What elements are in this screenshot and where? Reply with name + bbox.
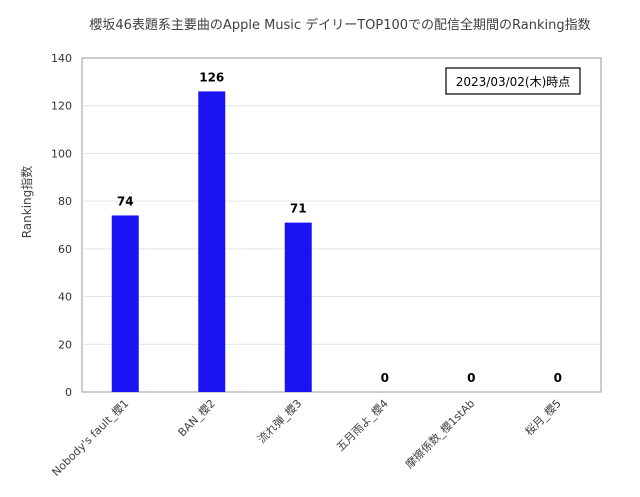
x-tick-label: 摩擦係数_櫻1stAb (402, 396, 477, 471)
x-tick-label: 五月雨よ_櫻4 (333, 396, 391, 454)
y-tick-label: 80 (58, 195, 72, 208)
x-tick-label: 流れ弾_櫻3 (255, 396, 305, 446)
x-tick-label: BAN_櫻2 (175, 396, 218, 439)
data-label: 126 (199, 70, 224, 84)
y-tick-label: 40 (58, 291, 72, 304)
annotation-text: 2023/03/02(木)時点 (456, 75, 571, 89)
x-tick-label: 桜月_櫻5 (522, 396, 564, 438)
x-tick-label: Nobody's fault_櫻1 (49, 396, 132, 479)
y-tick-label: 20 (58, 338, 72, 351)
data-label: 71 (290, 202, 307, 216)
data-label: 74 (117, 194, 134, 208)
y-tick-label: 100 (51, 147, 72, 160)
chart-title: 櫻坂46表題系主要曲のApple Music デイリーTOP100での配信全期間… (89, 17, 590, 33)
plot-area (82, 58, 601, 392)
y-tick-label: 120 (51, 100, 72, 113)
y-axis-label: Ranking指数 (19, 166, 34, 239)
data-label: 0 (381, 371, 389, 385)
data-label: 0 (554, 371, 562, 385)
bar (198, 91, 225, 392)
plot-frame (82, 58, 601, 392)
y-tick-label: 140 (51, 52, 72, 65)
data-label: 0 (467, 371, 475, 385)
y-tick-label: 0 (65, 386, 72, 399)
y-tick-label: 60 (58, 243, 72, 256)
bar (285, 223, 312, 392)
annotation-box: 2023/03/02(木)時点 (446, 68, 580, 94)
bar (112, 215, 139, 392)
